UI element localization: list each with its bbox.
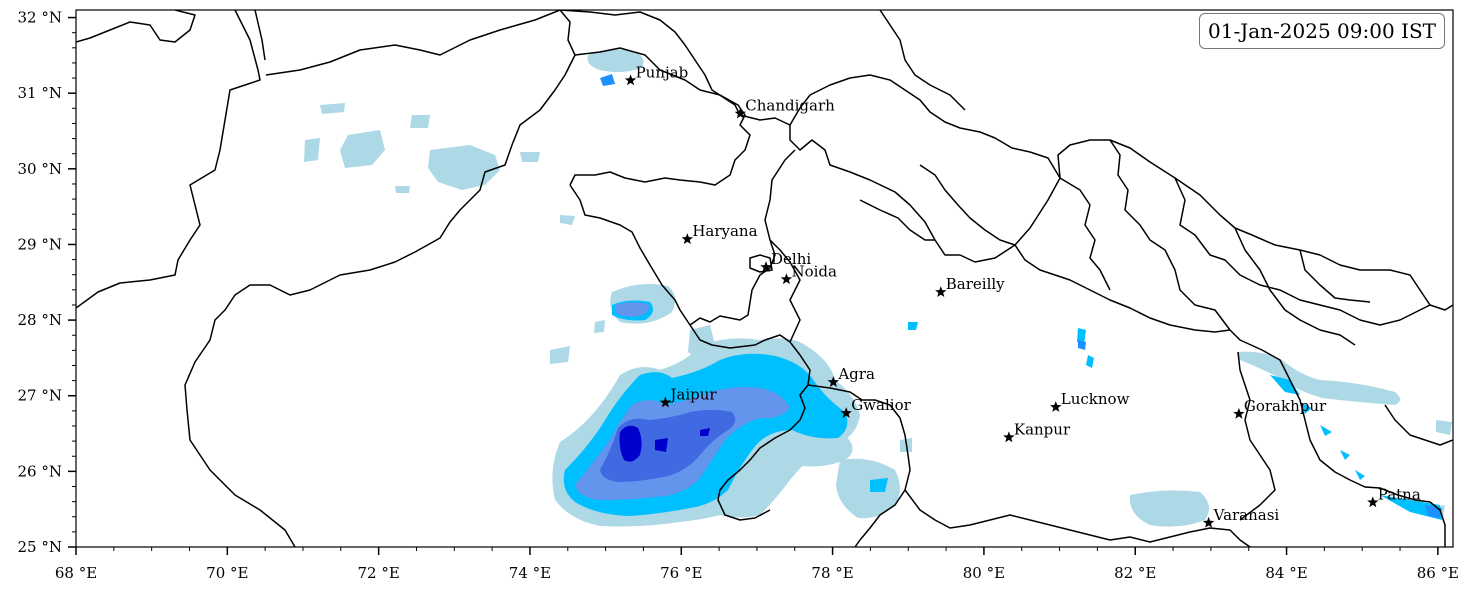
city-marker-star-icon (780, 273, 793, 285)
city-marker-star-icon (827, 376, 840, 387)
city-label: Jaipur (668, 386, 717, 404)
map-frame (75, 9, 1454, 548)
x-tick-label: 72 °E (357, 564, 399, 582)
city-marker-star-icon (624, 74, 637, 86)
y-tick-label: 28 °N (18, 311, 62, 329)
x-tick-label: 68 °E (55, 564, 97, 582)
x-tick-label: 80 °E (963, 564, 1005, 582)
city-label: Gwalior (851, 396, 911, 414)
city-label: Noida (791, 262, 837, 280)
y-tick-label: 31 °N (18, 84, 62, 102)
city-marker-star-icon (734, 107, 746, 119)
x-tick-label: 78 °E (811, 564, 853, 582)
city-label: Haryana (692, 222, 757, 240)
precipitation-contours (304, 49, 1452, 527)
city-label: Agra (837, 365, 875, 383)
city-label: Punjab (636, 63, 689, 81)
political-borders (76, 10, 1453, 547)
longitude-axis: 68 °E 70 °E 72 °E 74 °E 76 °E 78 °E 80 °E 82 °E… (55, 547, 1459, 582)
city-marker-star-icon (1050, 401, 1062, 412)
x-tick-label: 86 °E (1417, 564, 1459, 582)
latitude-axis: 25 °N 26 °N 27 °N 28 °N 29 °N 30 °N 31 °N 32 °N (18, 9, 76, 556)
city-label: Delhi (771, 250, 811, 268)
x-tick-label: 84 °E (1265, 564, 1307, 582)
city-label: Bareilly (946, 275, 1005, 293)
city-marker-star-icon (935, 286, 947, 297)
city-label: Varanasi (1213, 506, 1280, 524)
city-label: Chandigarh (745, 97, 835, 115)
city-marker-star-icon (659, 396, 672, 408)
city-label: Kanpur (1014, 420, 1071, 438)
city-marker-star-icon (1202, 516, 1215, 528)
contour-level-6 (619, 425, 710, 462)
x-tick-label: 82 °E (1114, 564, 1156, 582)
y-tick-label: 26 °N (18, 462, 62, 480)
y-tick-label: 30 °N (18, 160, 62, 178)
y-tick-label: 27 °N (18, 387, 62, 405)
city-marker-star-icon (840, 407, 852, 418)
x-tick-label: 74 °E (509, 564, 551, 582)
city-label: Gorakhpur (1244, 397, 1327, 415)
contour-level-1 (304, 49, 1452, 527)
x-tick-label: 70 °E (206, 564, 248, 582)
y-tick-label: 25 °N (18, 538, 62, 556)
timestamp-label: 01-Jan-2025 09:00 IST (1199, 13, 1445, 49)
y-tick-label: 29 °N (18, 235, 62, 253)
y-tick-label: 32 °N (18, 9, 62, 27)
city-label: Lucknow (1061, 390, 1130, 408)
city-marker-star-icon (1003, 431, 1015, 443)
city-marker-star-icon (1233, 407, 1245, 419)
city-label: Patna (1378, 485, 1421, 503)
city-marker-star-icon (1367, 496, 1379, 508)
x-tick-label: 76 °E (660, 564, 702, 582)
city-marker-star-icon (760, 261, 772, 273)
city-marker-star-icon (681, 233, 694, 245)
